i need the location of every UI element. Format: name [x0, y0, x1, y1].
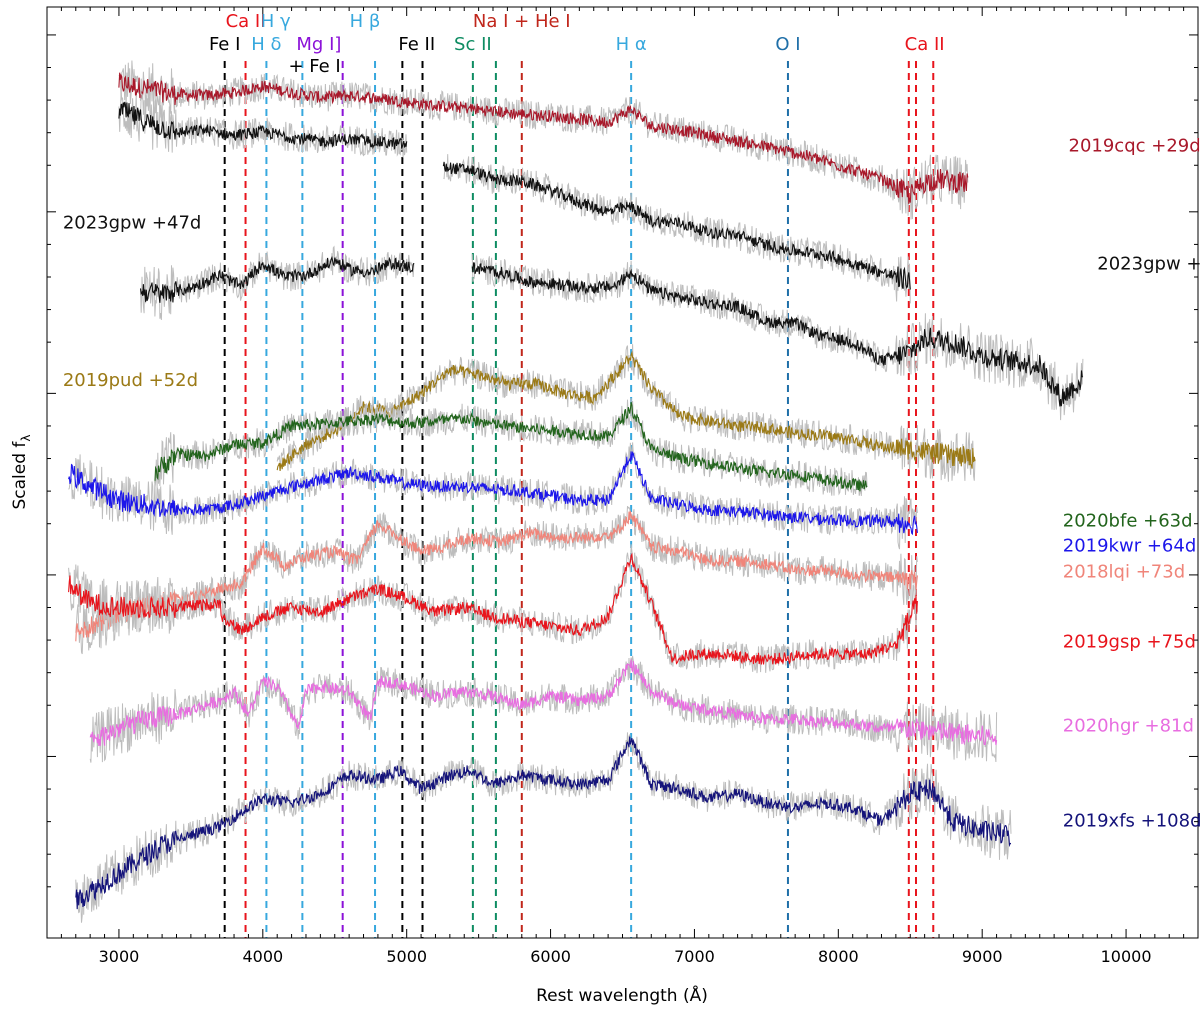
x-tick-label: 6000 [530, 947, 571, 966]
series-line-9 [75, 736, 1012, 910]
line-label-mg1-fe: + Fe I [288, 56, 340, 77]
series-labels-layer: 2019cqc +29d 2023gpw +29d 2023gpw +47d 2019… [63, 135, 1200, 831]
line-label-nahe: Na I + He I [473, 11, 571, 32]
series-raw-0 [118, 60, 969, 220]
series-label-2: 2023gpw +47d [63, 213, 202, 234]
x-tick-label: 4000 [242, 947, 283, 966]
series-label-8: 2020hgr +81d [1063, 715, 1194, 736]
series-line-4 [154, 401, 868, 492]
series-raw-8 [89, 655, 998, 763]
y-axis-label-subscript: λ [19, 434, 33, 441]
line-label-fe2: Fe II [398, 34, 435, 55]
y-axis-label: Scaled fλ [10, 434, 33, 509]
line-label-halpha: H α [616, 34, 647, 55]
line-label-hdelta: H δ [251, 34, 281, 55]
series-label-4: 2020bfe +63d [1063, 510, 1193, 531]
series-raw-7 [68, 544, 918, 674]
line-label-sc2: Sc II [454, 34, 492, 55]
series-label-1: 2023gpw +29d [1097, 254, 1200, 275]
series-line-5 [68, 451, 918, 536]
axes-layer: 3000 4000 5000 6000 7000 8000 9000 10000 [46, 7, 1199, 966]
series-label-0: 2019cqc +29d [1069, 135, 1200, 156]
series-label-6: 2018lqi +73d [1063, 562, 1185, 583]
series-line-7 [68, 552, 918, 665]
x-tick-label: 8000 [818, 947, 859, 966]
line-label-fe1: Fe I [209, 34, 240, 55]
x-tick-label: 7000 [674, 947, 715, 966]
spectra-series-layer [68, 60, 1084, 923]
line-label-o1: O I [775, 34, 800, 55]
series-label-5: 2019kwr +64d [1063, 536, 1197, 557]
x-axis-label: Rest wavelength (Å) [536, 984, 708, 1006]
series-line-2 [139, 255, 1084, 407]
series-label-7: 2019gsp +75d [1063, 632, 1196, 653]
line-id-labels-layer: Fe ICa IIH δH γMg I]+ Fe IH βFe II Sc IIN… [209, 11, 945, 77]
series-label-9: 2019xfs +108d [1063, 810, 1200, 831]
line-label-mg1: Mg I] [296, 34, 341, 55]
line-label-hgamma: H γ [261, 11, 291, 32]
series-line-1 [118, 101, 911, 290]
line-label-ca2-hk: Ca II [226, 11, 266, 32]
x-tick-label: 3000 [99, 947, 140, 966]
x-tick-label: 9000 [962, 947, 1003, 966]
line-label-hbeta: H β [350, 11, 381, 32]
x-tick-label: 5000 [386, 947, 427, 966]
series-line-0 [118, 72, 969, 204]
x-tick-label: 10000 [1101, 947, 1152, 966]
series-line-6 [75, 510, 918, 642]
series-line-8 [89, 659, 998, 747]
y-axis-label-main: Scaled f [10, 441, 30, 510]
series-raw-4 [154, 398, 868, 497]
series-label-3: 2019pud +52d [63, 370, 198, 391]
line-label-ca2-nir: Ca II [905, 34, 945, 55]
